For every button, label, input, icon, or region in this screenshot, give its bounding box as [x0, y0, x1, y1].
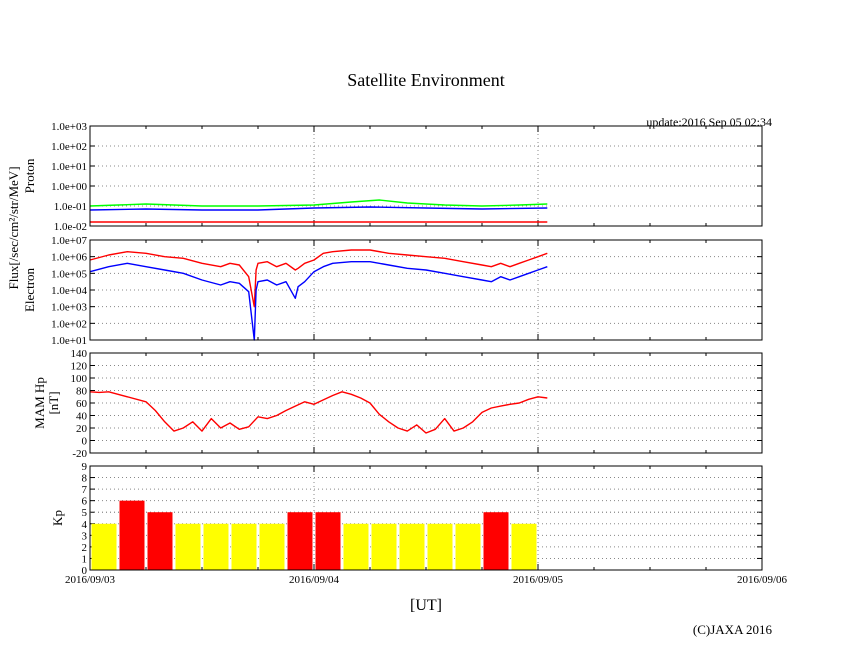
y-tick-label: 0 — [82, 565, 88, 577]
y-tick-label: 60 — [76, 398, 88, 410]
kp-bar — [371, 523, 397, 570]
y-tick-label: 100 — [71, 373, 88, 385]
panel-ylabel: Electron — [22, 267, 37, 312]
y-tick-label: 1.0e+03 — [51, 302, 87, 314]
panel-frame — [89, 239, 763, 341]
y-tick-label: 9 — [82, 461, 88, 473]
kp-bar — [483, 512, 509, 570]
kp-bar — [175, 523, 201, 570]
panel-ylabel: MAM Hp — [32, 377, 47, 429]
shared-flux-ylabel: Flux[/sec/cm²/str/MeV] — [6, 166, 21, 289]
y-tick-label: 140 — [71, 348, 88, 360]
panel-proton — [89, 125, 763, 227]
y-tick-label: 1.0e+02 — [51, 141, 87, 153]
panel-frame — [89, 352, 763, 454]
panel-ylabel-unit: [nT] — [46, 391, 61, 414]
series-hp — [89, 391, 548, 434]
update-timestamp: update:2016 Sep 05 02:34 — [646, 115, 772, 129]
kp-bar — [511, 523, 537, 570]
y-tick-label: 1.0e+03 — [51, 121, 87, 133]
y-tick-label: 40 — [76, 411, 88, 423]
y-tick-label: 80 — [76, 386, 88, 398]
panel-ylabel: Proton — [22, 158, 37, 193]
y-tick-label: 1.0e+05 — [51, 268, 87, 280]
kp-bar — [119, 500, 145, 570]
x-axis-label: [UT] — [410, 597, 442, 614]
kp-bar — [315, 512, 341, 570]
y-tick-label: 1.0e-02 — [54, 221, 87, 233]
panel-frame — [89, 465, 763, 571]
y-tick-label: -20 — [72, 448, 87, 460]
kp-bar — [203, 523, 229, 570]
y-tick-label: 1.0e+01 — [51, 161, 87, 173]
panels-layer: 1.0e-02 1.0e-01 1.0e+00 1.0e+01 1.0e+02 1.0e+… — [22, 121, 788, 586]
y-tick-label: 1.0e+04 — [51, 285, 87, 297]
kp-bar — [287, 512, 313, 570]
copyright-text: (C)JAXA 2016 — [693, 622, 773, 637]
y-tick-label: 1.0e+02 — [51, 318, 87, 330]
kp-bar — [343, 523, 369, 570]
kp-bar — [231, 523, 257, 570]
y-tick-label: 7 — [82, 484, 88, 496]
y-tick-label: 4 — [82, 519, 88, 531]
kp-bar — [455, 523, 481, 570]
y-tick-label: 1.0e-01 — [54, 201, 87, 213]
y-tick-label: 6 — [82, 496, 88, 508]
kp-bar — [427, 523, 453, 570]
panel-hp — [89, 352, 763, 454]
x-tick-label: 2016/09/05 — [513, 574, 564, 586]
chart-title: Satellite Environment — [347, 70, 504, 90]
panel-kp — [89, 465, 763, 571]
kp-bar — [147, 512, 173, 570]
y-tick-label: 1.0e+07 — [51, 235, 87, 247]
panel-ylabel: Kp — [50, 510, 65, 526]
series-proton-low — [89, 199, 548, 207]
y-tick-label: 1.0e+01 — [51, 335, 87, 347]
panel-frame — [89, 125, 763, 227]
y-tick-label: 1.0e+06 — [51, 252, 87, 264]
y-tick-label: 8 — [82, 473, 88, 485]
y-tick-label: 0 — [82, 436, 88, 448]
x-tick-label: 2016/09/03 — [65, 574, 116, 586]
y-tick-label: 20 — [76, 423, 88, 435]
series-proton-mid — [89, 206, 548, 211]
kp-bar — [399, 523, 425, 570]
x-tick-label: 2016/09/04 — [289, 574, 340, 586]
kp-bar — [259, 523, 285, 570]
y-tick-label: 120 — [71, 361, 88, 373]
y-tick-label: 1 — [82, 553, 88, 565]
panel-electron — [89, 239, 763, 341]
y-tick-label: 1.0e+00 — [51, 181, 87, 193]
y-tick-label: 3 — [82, 530, 88, 542]
x-tick-label: 2016/09/06 — [737, 574, 788, 586]
kp-bar — [91, 523, 117, 570]
series-electron-high — [89, 249, 548, 308]
y-tick-label: 2 — [82, 542, 88, 554]
y-tick-label: 5 — [82, 507, 88, 519]
series-electron-low — [89, 261, 548, 341]
